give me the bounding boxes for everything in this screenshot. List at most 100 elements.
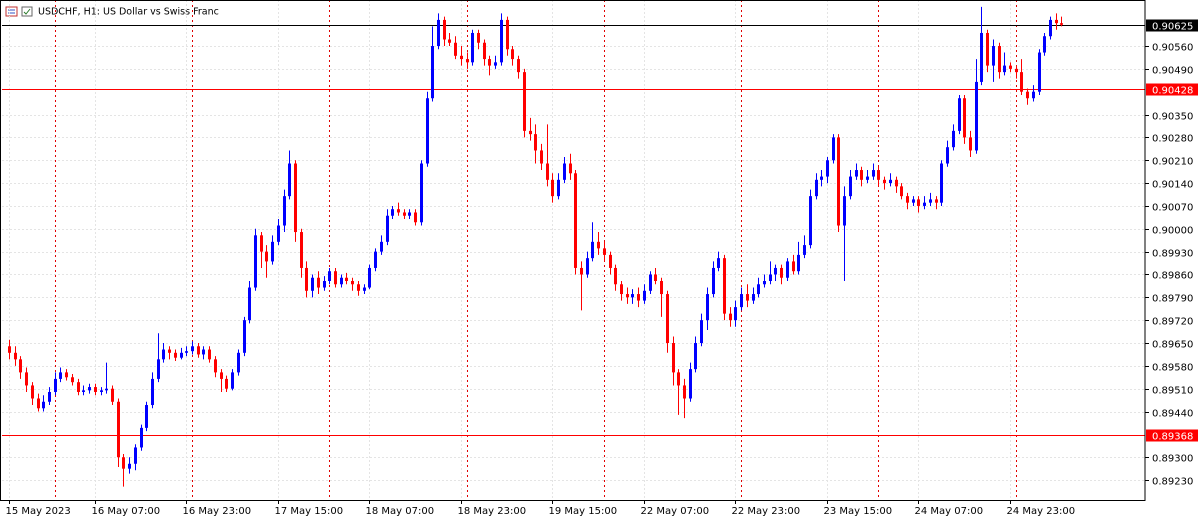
candle-body [105,388,108,391]
candle-body [477,32,480,43]
candle-body [71,377,74,383]
candle-body [774,267,777,275]
candle-body [42,401,45,409]
candle-body [832,137,835,161]
candle-body [380,241,383,252]
y-tick-label: 0.89510 [1152,386,1193,397]
price-label: 0.90625 [1152,22,1193,33]
y-tick-label: 0.89580 [1152,363,1193,374]
candle-body [626,294,629,298]
candle-body [958,98,961,131]
candle-body [1049,19,1052,37]
x-tick-label: 22 May 07:00 [641,506,710,517]
candle-body [557,179,560,197]
candle-body [677,372,680,386]
y-tick-label: 0.89720 [1152,317,1193,328]
candle-body [122,457,125,469]
candle-body [586,258,589,275]
candle-body [305,267,308,291]
candle-body [803,245,806,255]
candle-body [551,179,554,197]
candle-body [345,277,348,282]
candle-body [82,390,85,392]
candle-body [145,405,148,428]
candle-body [712,267,715,295]
candle-body [351,281,354,285]
candle-body [426,98,429,164]
candle-body [180,352,183,358]
y-tick-label: 0.90070 [1152,203,1193,214]
icon [21,6,33,17]
x-tick-label: 18 May 23:00 [458,506,527,517]
x-tick-label: 22 May 23:00 [732,506,801,517]
candle-body [448,39,451,43]
candle-body [271,241,274,262]
candle-body [900,186,903,197]
candle-body [998,46,1001,73]
candle-body [946,147,949,164]
y-tick-label: 0.90560 [1152,43,1193,54]
price-label-box [1146,83,1198,96]
y-tick-label: 0.90000 [1152,226,1193,237]
candle-body [786,261,789,278]
x-tick-label: 23 May 15:00 [824,506,893,517]
candle-body [340,277,343,285]
candle-body [1026,91,1029,99]
y-tick-label: 0.90280 [1152,134,1193,145]
candle-body [740,294,743,308]
price-label-box [1146,19,1198,32]
candle-body [563,163,566,180]
candle-body [128,463,131,469]
candle-body [534,134,537,151]
candle-body [797,254,800,272]
candle-body [729,313,732,321]
candle-body [506,19,509,50]
candle-body [368,267,371,288]
candle-body [391,209,394,216]
candle-body [883,179,886,184]
candle-body [591,241,594,259]
candle-body [59,372,62,379]
candle-body [569,163,572,174]
candle-body [323,281,326,288]
candle-body [483,42,486,60]
candle-body [1043,36,1046,53]
x-tick-label: 16 May 23:00 [183,506,252,517]
candle-body [815,179,818,197]
candle-body [117,401,120,458]
candle-body [420,163,423,223]
x-tick-label: 19 May 15:00 [549,506,618,517]
candle-body [889,179,892,184]
y-tick-label: 0.90490 [1152,66,1193,77]
candle-body [88,387,91,391]
candle-body [237,352,240,373]
candle-body [243,320,246,353]
candle-body [1038,52,1041,92]
candle-body [860,170,863,180]
y-tick-label: 0.89790 [1152,294,1193,305]
candle-body [809,196,812,246]
candle-body [706,294,709,321]
x-tick-label: 15 May 2023 [6,506,71,517]
candle-body [260,235,263,252]
candle-body [220,372,223,379]
candle-body [1015,68,1018,73]
candle-body [952,130,955,148]
candle-body [917,199,920,206]
candle-body [460,55,463,60]
x-tick-label: 24 May 07:00 [915,506,984,517]
candle-body [792,261,795,272]
candle-body [19,359,22,373]
candle-body [969,137,972,151]
price-label: 0.90428 [1152,86,1193,97]
candle-body [14,352,17,360]
candle-body [746,294,749,301]
candle-body [191,346,194,352]
candle-body [1009,65,1012,69]
candle-body [174,352,177,358]
candle-body [265,251,268,262]
y-tick-label: 0.89860 [1152,271,1193,282]
candle-body [683,385,686,399]
candle-body [437,19,440,47]
candle-body [654,274,657,282]
